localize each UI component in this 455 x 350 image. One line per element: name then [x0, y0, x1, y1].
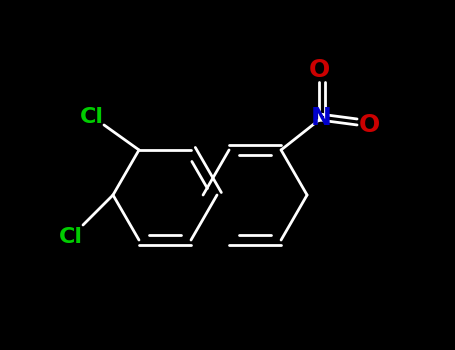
Text: O: O	[308, 58, 330, 82]
Text: N: N	[311, 106, 332, 130]
Text: Cl: Cl	[59, 227, 83, 247]
Text: O: O	[359, 113, 379, 137]
Text: Cl: Cl	[80, 107, 104, 127]
